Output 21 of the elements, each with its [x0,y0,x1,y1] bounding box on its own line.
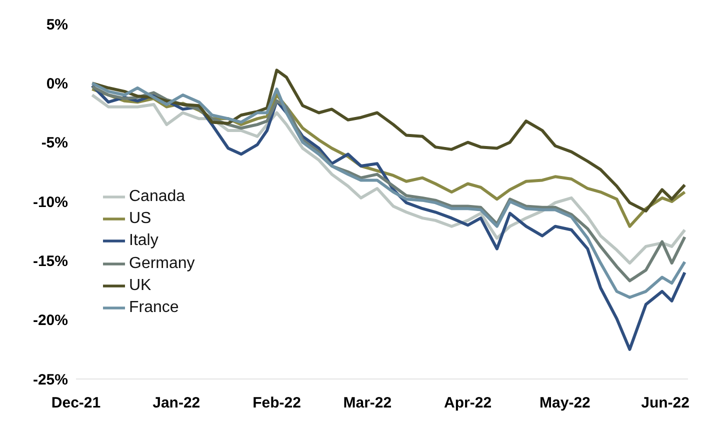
y-tick-label: -10% [32,194,68,211]
legend-label: France [129,299,179,316]
y-tick-label: -15% [32,252,68,270]
y-tick-label: 0% [46,75,68,92]
y-tick-label: -20% [32,312,68,330]
legend-label: UK [129,277,152,294]
x-tick-label: Mar-22 [343,394,392,412]
x-tick-label: Feb-22 [252,394,301,412]
y-tick-label: 5% [46,16,68,34]
legend-label: US [129,210,152,228]
x-tick-label: Apr-22 [444,394,492,412]
legend-label: Germany [129,254,195,272]
y-tick-label: -5% [41,134,68,152]
y-tick-label: -25% [32,371,68,388]
x-tick-label: Jan-22 [152,394,200,412]
x-tick-label: Dec-21 [51,394,101,412]
x-tick-label: May-22 [540,394,590,412]
legend-label: Canada [129,188,186,206]
legend-label: Italy [129,232,158,250]
line-series [90,68,686,212]
x-tick-label: Jun-22 [641,394,690,412]
